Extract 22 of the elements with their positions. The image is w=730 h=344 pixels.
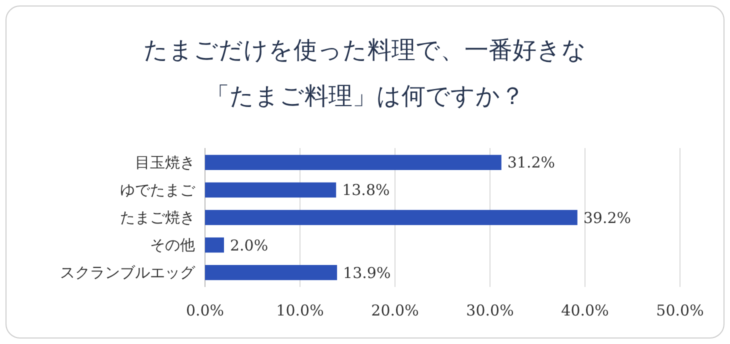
x-tick-label: 0.0%: [186, 302, 224, 320]
x-tick-label: 10.0%: [276, 302, 324, 320]
bar: [205, 182, 336, 198]
y-tick-label: 目玉焼き: [135, 153, 195, 172]
x-tick-label: 50.0%: [656, 302, 704, 320]
x-tick-label: 20.0%: [371, 302, 419, 320]
bar: [205, 154, 502, 170]
y-tick-label: たまご焼き: [120, 208, 195, 226]
y-tick-label: その他: [150, 236, 195, 254]
chart-title: たまごだけを使った料理で、一番好きな「たまご料理」は何ですか？: [144, 36, 586, 110]
bar: [205, 264, 338, 280]
bar: [205, 210, 578, 226]
bar: [205, 237, 224, 253]
data-label: 2.0%: [230, 236, 268, 254]
data-label: 13.9%: [343, 264, 391, 282]
y-tick-label: スクランブルエッグ: [60, 263, 196, 282]
data-label: 39.2%: [583, 208, 632, 227]
data-label: 31.2%: [507, 154, 556, 172]
x-tick-label: 30.0%: [466, 302, 514, 320]
data-label: 13.8%: [342, 181, 390, 200]
y-tick-label: ゆでたまご: [120, 180, 196, 199]
x-tick-label: 40.0%: [561, 302, 609, 320]
